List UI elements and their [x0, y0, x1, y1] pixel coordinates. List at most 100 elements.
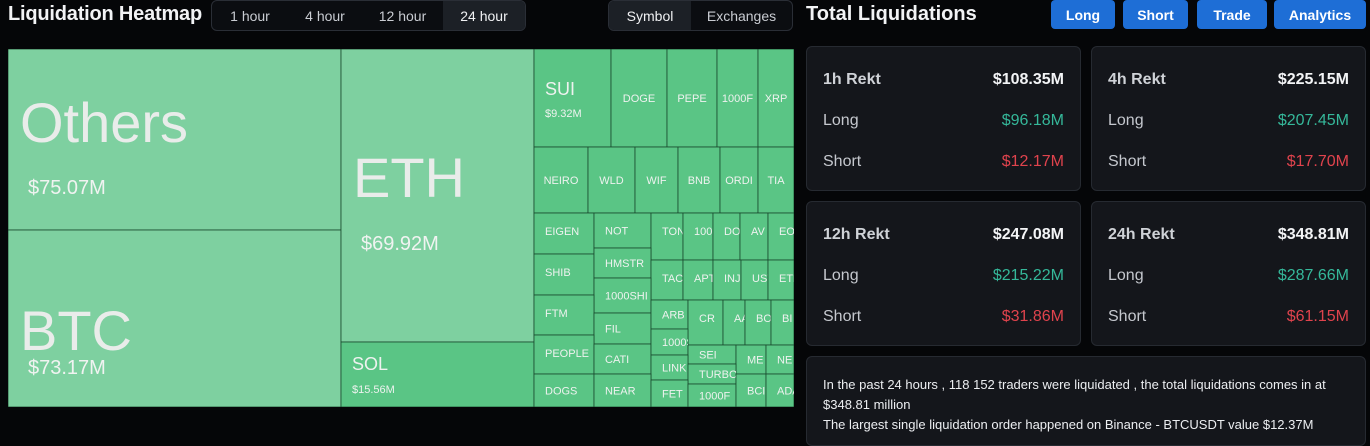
heatmap-tile-rect	[340, 341, 535, 407]
tab-24-hour[interactable]: 24 hour	[443, 1, 525, 30]
heatmap-tile-1000f[interactable]: 1000F	[716, 49, 759, 148]
heatmap-tile-eigen[interactable]: EIGEN	[533, 212, 595, 255]
heatmap-tile-xrp[interactable]: XRP	[757, 49, 794, 148]
heatmap-tile-do[interactable]: DO	[712, 212, 741, 261]
rekt-row-short: Short $12.17M	[823, 153, 1064, 171]
tile-symbol-label: NEAR	[605, 386, 636, 398]
tile-symbol-label: BO	[756, 313, 772, 325]
heatmap-tile-dogs[interactable]: DOGS	[533, 373, 595, 407]
heatmap-tile-not[interactable]: NOT	[593, 212, 652, 249]
heatmap-tile-link[interactable]: LINK	[650, 354, 689, 381]
heatmap-tile-rect	[533, 146, 589, 214]
short-button[interactable]: Short	[1123, 0, 1188, 29]
tile-symbol-label: AV	[751, 226, 766, 238]
heatmap-tile-apt[interactable]: APT	[682, 259, 716, 301]
tile-symbol-label: ETH	[353, 146, 465, 209]
tile-symbol-label: 100	[694, 226, 712, 238]
heatmap-tile-rect	[757, 146, 794, 214]
heatmap-tile-bnb[interactable]: BNB	[677, 146, 721, 214]
rekt-row-period: 24h Rekt $348.81M	[1108, 226, 1349, 244]
heatmap-tile-fet[interactable]: FET	[650, 379, 689, 407]
heatmap-tile-tia[interactable]: TIA	[757, 146, 794, 214]
tile-symbol-label: ARB	[662, 310, 685, 322]
summary-line-largest-order: The largest single liquidation order hap…	[823, 417, 1314, 432]
tile-symbol-label: FTM	[545, 308, 568, 320]
heatmap-tile-rect	[682, 212, 714, 261]
heatmap-tile-pepe[interactable]: PEPE	[666, 49, 718, 148]
heatmap-tile-wld[interactable]: WLD	[587, 146, 636, 214]
heatmap-tile-ton[interactable]: TON	[650, 212, 685, 261]
heatmap-tile-bo[interactable]: BO	[744, 299, 772, 346]
heatmap-tile-doge[interactable]: DOGE	[610, 49, 668, 148]
heatmap-tile-eo[interactable]: EO	[767, 212, 794, 261]
heatmap-tile-cati[interactable]: CATI	[593, 343, 652, 375]
time-range-tabs: 1 hour 4 hour 12 hour 24 hour	[211, 0, 526, 31]
rekt-row-long: Long $207.45M	[1108, 112, 1349, 130]
rekt-card-3: 24h Rekt $348.81M Long $287.66M Short $61.15M	[1091, 201, 1366, 346]
heatmap-tile-fil[interactable]: FIL	[593, 312, 652, 345]
rekt-period-value: $108.35M	[992, 71, 1064, 88]
heatmap-tile-ada[interactable]: ADA	[765, 373, 794, 407]
heatmap-tile-1000s[interactable]: 1000S	[650, 328, 694, 356]
heatmap-tile-1000shi[interactable]: 1000SHI	[593, 277, 652, 314]
rekt-row-short: Short $31.86M	[823, 308, 1064, 326]
tile-symbol-label: ORDI	[725, 175, 753, 187]
trade-button[interactable]: Trade	[1197, 0, 1267, 29]
heatmap-tile-sui[interactable]: SUI $9.32M	[533, 49, 612, 148]
heatmap-tile-cr[interactable]: CR	[687, 299, 724, 346]
tile-symbol-label: BCI	[747, 386, 765, 398]
heatmap-tile-me[interactable]: ME	[735, 344, 767, 375]
tile-symbol-label: FIL	[605, 324, 621, 336]
tab-1-hour[interactable]: 1 hour	[230, 7, 270, 24]
heatmap-tile-bci[interactable]: BCI	[735, 373, 767, 407]
heatmap-tile-arb[interactable]: ARB	[650, 299, 689, 330]
tile-symbol-label: Others	[20, 91, 188, 154]
heatmap-tile-others[interactable]: Others $75.07M	[8, 49, 342, 231]
tile-symbol-label: INJ	[724, 273, 741, 285]
tile-symbol-label: ETH	[779, 273, 794, 285]
tile-symbol-label: SEI	[699, 350, 717, 362]
heatmap-tile-people[interactable]: PEOPLE	[533, 334, 595, 375]
heatmap-tile-bi[interactable]: BI	[770, 299, 794, 346]
heatmap-tile-near[interactable]: NEAR	[593, 373, 652, 407]
heatmap-tile-1000f[interactable]: 1000F	[687, 383, 737, 407]
tile-symbol-label: BNB	[688, 175, 711, 187]
heatmap-tile-wif[interactable]: WIF	[634, 146, 679, 214]
heatmap-tile-inj[interactable]: INJ	[712, 259, 742, 301]
heatmap-tile-turbo[interactable]: TURBO	[687, 363, 738, 385]
tile-symbol-label: TIA	[767, 175, 785, 187]
heatmap-tile-eth[interactable]: ETH	[767, 259, 794, 301]
heatmap-tile-neiro[interactable]: NEIRO	[533, 146, 589, 214]
heatmap-tile-ne[interactable]: NE	[765, 344, 794, 375]
analytics-button[interactable]: Analytics	[1274, 0, 1366, 29]
heatmap-tile-sol[interactable]: SOL $15.56M	[340, 341, 535, 407]
tab-12-hour[interactable]: 12 hour	[378, 7, 427, 24]
heatmap-tile-av[interactable]: AV	[739, 212, 769, 261]
heatmap-tile-btc[interactable]: BTC$73.17M	[8, 229, 342, 407]
heatmap-tile-ordi[interactable]: ORDI	[719, 146, 759, 214]
rekt-long-label: Long	[823, 112, 859, 129]
heatmap-tile-hmstr[interactable]: HMSTR	[593, 247, 652, 279]
page-title: Liquidation Heatmap	[8, 3, 202, 25]
heatmap-tile-tac[interactable]: TAC	[650, 259, 684, 301]
rekt-period-value: $225.15M	[1277, 71, 1349, 88]
long-button[interactable]: Long	[1051, 0, 1115, 29]
tile-symbol-label: NE	[777, 355, 792, 367]
heatmap-tile-sei[interactable]: SEI	[687, 344, 737, 365]
rekt-row-long: Long $287.66M	[1108, 267, 1349, 285]
heatmap-tile-rect	[757, 49, 794, 148]
heatmap-tile-rect	[533, 253, 595, 296]
tile-symbol-label: SOL	[352, 354, 388, 374]
heatmap-tile-ftm[interactable]: FTM	[533, 294, 595, 336]
tab-symbol[interactable]: Symbol	[609, 1, 691, 30]
rekt-short-label: Short	[823, 308, 862, 325]
heatmap-tile-rect	[716, 49, 759, 148]
tile-symbol-label: AA	[734, 313, 749, 325]
heatmap-tile-eth[interactable]: ETH $69.92M	[340, 49, 535, 343]
heatmap-tile-shib[interactable]: SHIB	[533, 253, 595, 296]
view-mode-tabs: Symbol Exchanges	[608, 0, 793, 31]
tab-exchanges[interactable]: Exchanges	[706, 7, 777, 24]
tab-4-hour[interactable]: 4 hour	[305, 7, 345, 24]
tile-symbol-label: DOGS	[545, 386, 577, 398]
heatmap-tile-100[interactable]: 100	[682, 212, 714, 261]
